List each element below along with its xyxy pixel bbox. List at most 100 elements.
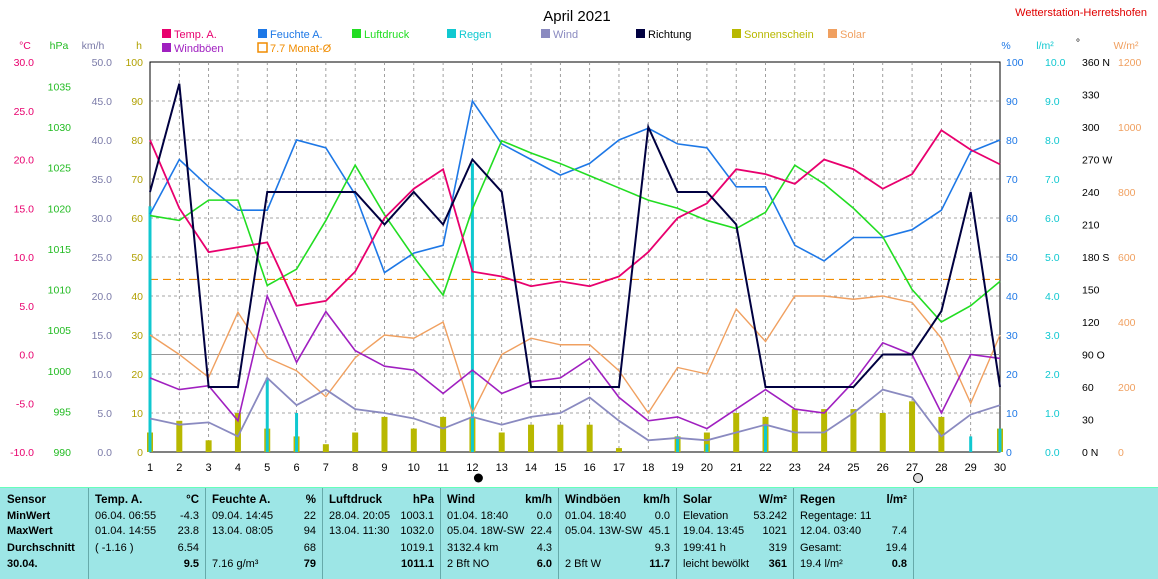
hum-axis-tick: 10 (1006, 408, 1018, 420)
stats-unit: l/m² (886, 494, 907, 506)
rain-axis-tick: 8.0 (1045, 135, 1060, 147)
x-tick-label: 4 (235, 462, 241, 474)
x-tick-label: 3 (206, 462, 212, 474)
sun-axis-tick: 60 (131, 213, 143, 225)
wind-axis-tick: 45.0 (92, 96, 113, 108)
dir-axis-tick: 120 (1082, 317, 1100, 329)
sunshine-bar (498, 432, 505, 452)
rain-bar (265, 377, 269, 452)
rain-bar (705, 444, 709, 452)
legend-label: Richtung (648, 29, 691, 41)
rain-axis-tick: 3.0 (1045, 330, 1060, 342)
hum-axis-tick: 90 (1006, 96, 1018, 108)
stats-cell-value: 0.0 (536, 510, 552, 522)
stats-cell-info: 01.04. 18:40 (565, 510, 627, 522)
stats-cell-info: 19.4 l/m² (800, 558, 843, 570)
stats-cell-value: 7.4 (891, 525, 907, 537)
temp-axis-tick: 5.0 (19, 301, 34, 313)
x-tick-label: 2 (176, 462, 182, 474)
temperature-line (149, 129, 1001, 307)
x-tick-label: 5 (264, 462, 270, 474)
stats-cell-info: ( -1.16 ) (95, 542, 134, 554)
rain-axis-tick: 2.0 (1045, 369, 1060, 381)
press-axis-tick: 1010 (48, 285, 72, 297)
rain-axis-tick: 7.0 (1045, 174, 1060, 186)
stats-cell-value: 1021 (762, 525, 787, 537)
stats-header: Feuchte A. (212, 494, 271, 506)
temp-axis-tick: 30.0 (14, 57, 35, 69)
stats-cell-value: 22.4 (530, 525, 552, 537)
solar-axis-tick: 0 (1118, 447, 1124, 459)
x-tick-label: 11 (437, 462, 448, 474)
stats-col-wind: Wind km/h 01.04. 18:40 0.0 05.04. 18W-SW 22.4… (440, 488, 559, 579)
legend-swatch (162, 43, 171, 52)
x-tick-label: 18 (642, 462, 654, 474)
sun-axis-tick: 80 (131, 135, 143, 147)
stats-cell-value: 23.8 (177, 525, 199, 537)
wind-axis-unit: km/h (82, 40, 105, 52)
stats-cell-value: 361 (768, 558, 787, 570)
solar-axis-tick: 1200 (1118, 57, 1142, 69)
legend-swatch (352, 29, 361, 38)
dir-axis-tick: 0 N (1082, 447, 1098, 459)
sunshine-bar (850, 409, 857, 452)
stats-cell-info: 06.04. 06:55 (95, 510, 157, 522)
stats-cell-info: 01.04. 14:55 (95, 525, 157, 537)
stats-cell-info: leicht bewölkt (683, 558, 750, 570)
legend-swatch (258, 29, 267, 38)
legend-label: Feuchte A. (270, 29, 323, 41)
dir-axis-tick: 360 N (1082, 57, 1110, 69)
stats-cell-info: 199:41 h (683, 542, 726, 554)
direction-line (149, 83, 1001, 388)
solar-axis-tick: 800 (1118, 187, 1136, 199)
wind-axis-tick: 5.0 (97, 408, 112, 420)
hum-axis-tick: 0 (1006, 447, 1012, 459)
legend-swatch (828, 29, 837, 38)
stats-cell-value: 45.1 (648, 525, 670, 537)
x-tick-label: 15 (554, 462, 566, 474)
stats-cell-info: 05.04. 18W-SW (447, 525, 525, 537)
x-tick-label: 14 (525, 462, 537, 474)
sunshine-bar (381, 416, 388, 452)
wind-axis-tick: 15.0 (92, 330, 113, 342)
rain-bar (295, 413, 299, 452)
legend-label: Windböen (174, 43, 224, 55)
stats-cell-value: 1019.1 (400, 542, 434, 554)
press-axis-tick: 1000 (48, 366, 72, 378)
stats-row-label: MaxWert (7, 525, 53, 537)
rain-bar (969, 436, 973, 452)
full-moon-icon (913, 473, 924, 483)
sunshine-bar (528, 424, 535, 452)
temp-axis-tick: 10.0 (14, 252, 35, 264)
stats-col-press: Luftdruck hPa 28.04. 20:05 1003.1 13.04. 11:… (322, 488, 441, 579)
legend-label: Solar (840, 29, 866, 41)
wind-axis-tick: 10.0 (92, 369, 113, 381)
sunshine-bar (821, 409, 828, 452)
press-axis-tick: 1025 (48, 163, 72, 175)
stats-cell-value: 11.7 (649, 558, 670, 570)
x-tick-label: 27 (906, 462, 918, 474)
stats-cell-info: 12.04. 03:40 (800, 525, 862, 537)
solar-axis-tick: 200 (1118, 382, 1136, 394)
stats-cell-info: 09.04. 14:45 (212, 510, 274, 522)
stats-cell-value: 19.4 (885, 542, 907, 554)
sun-axis-tick: 90 (131, 96, 143, 108)
press-axis-tick: 990 (53, 447, 71, 459)
dir-axis-tick: 240 (1082, 187, 1100, 199)
stats-cell-info: Elevation (683, 510, 729, 522)
stats-cell-value: 6.54 (177, 542, 199, 554)
stats-cell-info: 2 Bft NO (447, 558, 490, 570)
rain-axis-tick: 0.0 (1045, 447, 1060, 459)
stats-unit: hPa (412, 494, 434, 506)
solar-axis-tick: 400 (1118, 317, 1136, 329)
press-axis-tick: 1020 (48, 203, 72, 215)
stats-cell-info: 13.04. 08:05 (212, 525, 274, 537)
rain-axis-tick: 5.0 (1045, 252, 1060, 264)
sunshine-bar (879, 413, 886, 452)
rain-axis-tick: 6.0 (1045, 213, 1060, 225)
stats-cell-info: 05.04. 13W-SW (565, 525, 643, 537)
stats-cell-info: Gesamt: (800, 542, 842, 554)
wind-axis-tick: 40.0 (92, 135, 113, 147)
stats-cell-info: 28.04. 20:05 (329, 510, 391, 522)
sun-axis-tick: 0 (137, 447, 143, 459)
